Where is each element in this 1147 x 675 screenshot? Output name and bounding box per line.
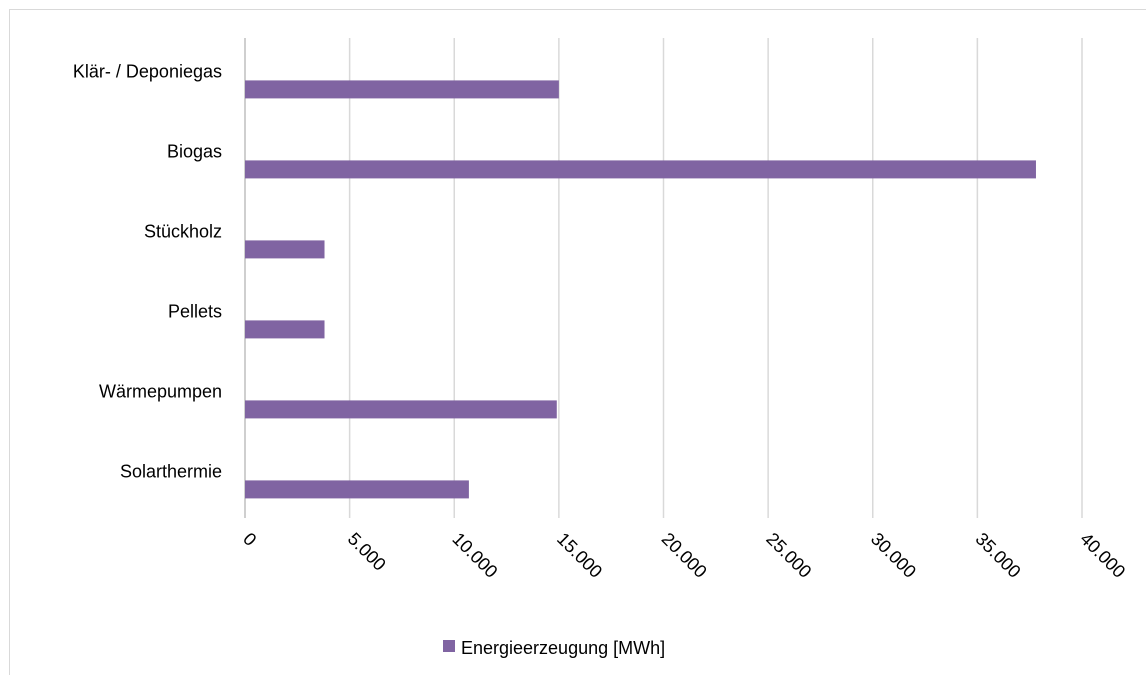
x-tick-label: 25.000 xyxy=(762,529,815,582)
x-tick-label: 35.000 xyxy=(972,529,1025,582)
bar xyxy=(245,160,1036,179)
gridlines xyxy=(348,38,1083,518)
chart-frame xyxy=(9,9,1146,675)
x-tick-label: 0 xyxy=(239,529,260,550)
category-label: Pellets xyxy=(168,301,222,321)
category-label: Solarthermie xyxy=(120,461,222,481)
bar xyxy=(245,320,325,339)
bar xyxy=(245,240,325,259)
category-label: Wärmepumpen xyxy=(99,381,222,401)
x-tick-labels: 0 5.000 10.000 15.000 20.000 25.000 30.000 35.0… xyxy=(239,529,1129,582)
bar xyxy=(245,80,559,99)
x-tick-label: 5.000 xyxy=(344,529,390,575)
legend: Energieerzeugung [MWh] xyxy=(443,638,665,658)
bar xyxy=(245,480,469,499)
category-label: Klär- / Deponiegas xyxy=(73,61,222,81)
category-labels: Klär- / Deponiegas Biogas Stückholz Pellets… xyxy=(73,61,222,481)
x-tick-label: 10.000 xyxy=(448,529,501,582)
category-label: Stückholz xyxy=(144,221,222,241)
x-tick-label: 40.000 xyxy=(1076,529,1129,582)
x-tick-label: 15.000 xyxy=(553,529,606,582)
x-tick-label: 20.000 xyxy=(658,529,711,582)
bar xyxy=(245,400,557,419)
category-label: Biogas xyxy=(167,141,222,161)
bars xyxy=(245,80,1036,499)
legend-label: Energieerzeugung [MWh] xyxy=(461,638,665,658)
x-tick-label: 30.000 xyxy=(867,529,920,582)
legend-swatch xyxy=(443,640,455,652)
